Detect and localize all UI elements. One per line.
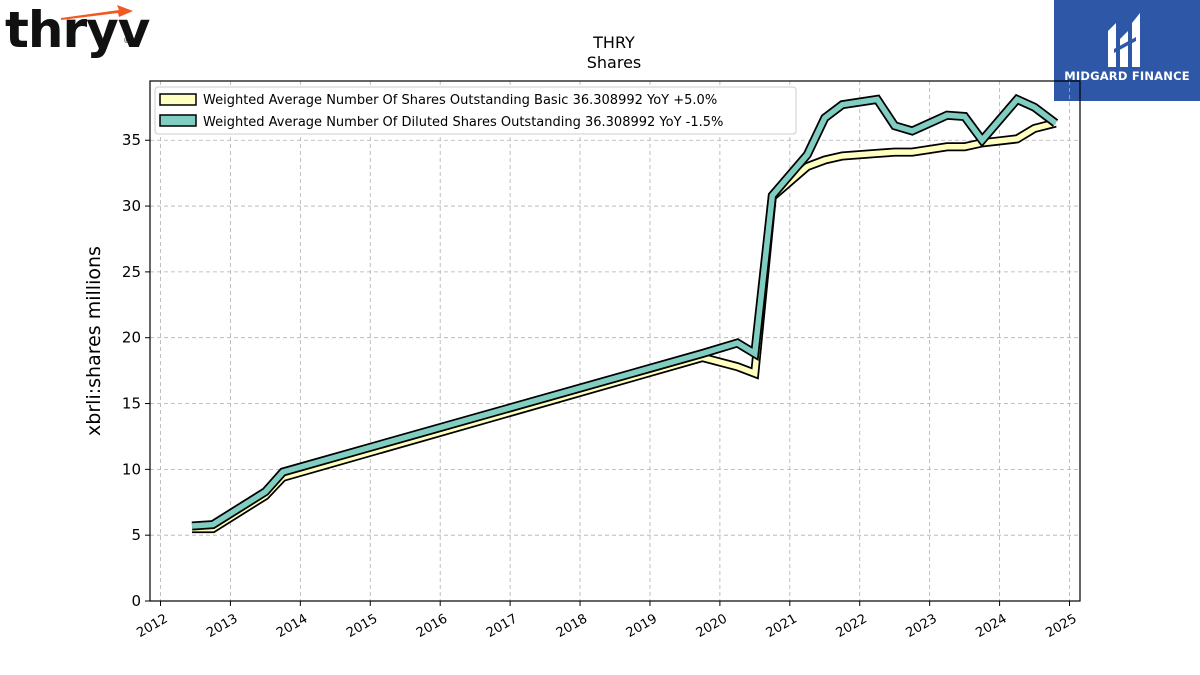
plot-frame xyxy=(149,80,1081,602)
x-tick-label: 2013 xyxy=(204,611,240,641)
midgard-finance-name: MIDGARD FINANCE xyxy=(1064,69,1190,83)
midgard-finance-logo: MIDGARD FINANCE xyxy=(1054,0,1200,101)
series-layer xyxy=(191,93,1059,534)
legend-label-basic: Weighted Average Number Of Shares Outsta… xyxy=(203,93,717,108)
x-tick-label: 2015 xyxy=(344,611,380,641)
registered-mark: ® xyxy=(123,36,131,45)
logo-arrow-icon xyxy=(61,5,133,20)
x-tick-label: 2025 xyxy=(1043,611,1079,641)
x-tick-label: 2017 xyxy=(484,611,520,641)
y-tick-label: 10 xyxy=(122,460,141,478)
y-tick-label: 20 xyxy=(122,329,141,347)
x-tick-label: 2019 xyxy=(624,611,660,641)
legend-label-diluted: Weighted Average Number Of Diluted Share… xyxy=(203,115,723,130)
legend-swatch-basic xyxy=(159,93,197,106)
x-tick-label: 2020 xyxy=(694,611,730,641)
legend-box xyxy=(154,86,797,135)
chart-title: THRY xyxy=(592,33,635,52)
x-tick-label: 2018 xyxy=(554,611,590,641)
midgard-emblem-icon xyxy=(1108,13,1140,67)
legend-swatch-diluted xyxy=(159,114,197,127)
y-tick-label: 25 xyxy=(122,263,141,281)
x-tick-label: 2014 xyxy=(274,611,310,641)
y-axis-label: xbrli:shares millions xyxy=(83,246,105,436)
series-line-0 xyxy=(192,120,1057,532)
chart-subtitle: Shares xyxy=(587,53,642,72)
grid-layer xyxy=(150,81,1080,602)
y-tick-label: 15 xyxy=(122,395,141,413)
y-tick-label: 35 xyxy=(122,131,141,149)
x-tick-label: 2024 xyxy=(973,611,1009,641)
legend: Weighted Average Number Of Shares Outsta… xyxy=(154,86,797,135)
y-tick-label: 0 xyxy=(131,592,141,610)
thryv-logo: thryv ® xyxy=(5,0,150,60)
x-tick-label: 2021 xyxy=(764,611,800,641)
y-tick-label: 30 xyxy=(122,197,141,215)
x-tick-label: 2022 xyxy=(834,611,870,641)
series-line-1 xyxy=(191,96,1058,529)
y-tick-label: 5 xyxy=(131,526,141,544)
x-tick-label: 2012 xyxy=(134,611,170,641)
x-tick-label: 2023 xyxy=(904,611,940,641)
x-tick-label: 2016 xyxy=(414,611,450,641)
